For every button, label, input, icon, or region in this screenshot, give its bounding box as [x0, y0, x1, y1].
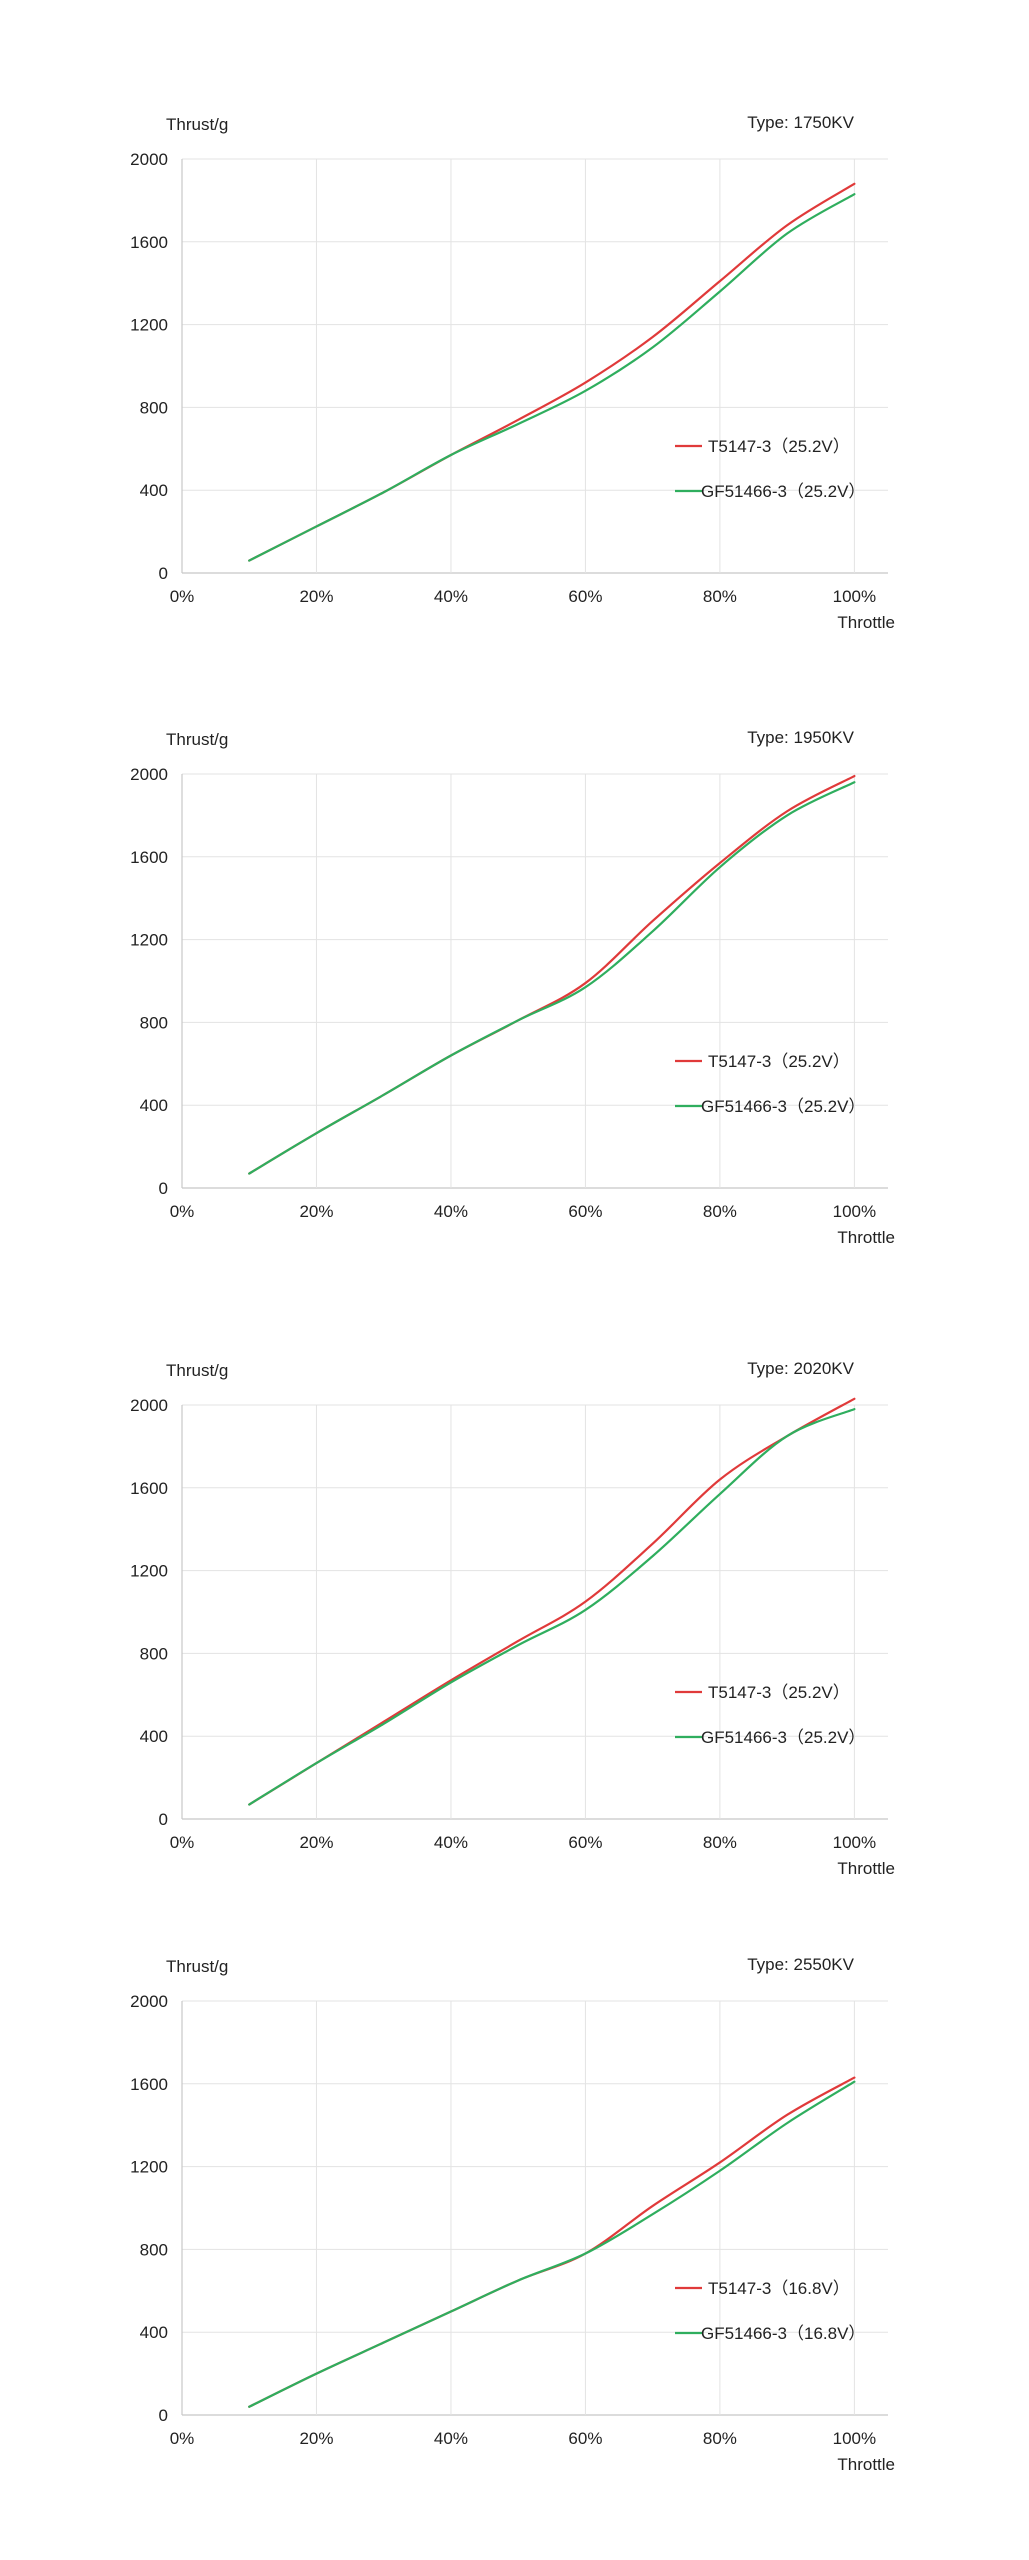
y-axis-title: Thrust/g [166, 730, 228, 749]
x-tick-label: 100% [833, 2429, 876, 2448]
x-tick-label: 40% [434, 2429, 468, 2448]
x-tick-label: 40% [434, 587, 468, 606]
y-tick-label: 800 [140, 1644, 168, 1663]
legend-label-1: T5147-3（25.2V） [708, 1683, 850, 1702]
y-tick-label: 1200 [130, 316, 168, 335]
y-tick-label: 2000 [130, 1992, 168, 2011]
x-axis-title: Throttle [837, 2455, 895, 2472]
series-line-2 [248, 1408, 856, 1806]
y-tick-label: 0 [159, 564, 168, 583]
series-line-2 [248, 781, 856, 1175]
y-axis-title: Thrust/g [166, 1361, 228, 1380]
y-tick-label: 1600 [130, 848, 168, 867]
y-tick-label: 800 [140, 398, 168, 417]
x-tick-label: 60% [568, 2429, 602, 2448]
y-tick-label: 800 [140, 2240, 168, 2259]
y-tick-label: 1600 [130, 2075, 168, 2094]
x-axis-title: Throttle [837, 1228, 895, 1245]
legend-label-2: GF51466-3（25.2V） [701, 1097, 865, 1116]
x-tick-label: 40% [434, 1833, 468, 1852]
y-tick-label: 2000 [130, 765, 168, 784]
chart-title: Type: 2550KV [747, 1955, 854, 1974]
x-tick-label: 80% [703, 587, 737, 606]
thrust-chart-3: 0 400 800 1200 1600 2000 0% 20% 40% 60% 80% 100% Thr… [130, 1359, 895, 1876]
x-tick-label: 60% [568, 587, 602, 606]
y-tick-label: 2000 [130, 1396, 168, 1415]
x-tick-label: 0% [170, 587, 195, 606]
legend-label-1: T5147-3（25.2V） [708, 1052, 850, 1071]
x-tick-label: 100% [833, 587, 876, 606]
y-tick-label: 1200 [130, 1562, 168, 1581]
series-line-2 [248, 193, 856, 562]
x-tick-label: 60% [568, 1202, 602, 1221]
x-tick-label: 0% [170, 1202, 195, 1221]
thrust-chart-2: 0 400 800 1200 1600 2000 0% 20% 40% 60% 80% 100% Thr… [130, 728, 895, 1245]
x-tick-label: 60% [568, 1833, 602, 1852]
thrust-chart-1: 0 400 800 1200 1600 2000 0% 20% 40% 60% 80% 100% Thr… [130, 113, 895, 630]
legend-label-2: GF51466-3（25.2V） [701, 1728, 865, 1747]
x-tick-label: 0% [170, 2429, 195, 2448]
x-tick-label: 100% [833, 1833, 876, 1852]
x-axis-title: Throttle [837, 613, 895, 630]
y-tick-label: 400 [140, 2323, 168, 2342]
x-tick-label: 80% [703, 1202, 737, 1221]
x-tick-label: 80% [703, 1833, 737, 1852]
series-line-1 [248, 2076, 856, 2408]
x-tick-label: 0% [170, 1833, 195, 1852]
y-axis-title: Thrust/g [166, 1957, 228, 1976]
x-tick-label: 20% [299, 2429, 333, 2448]
series-line-1 [248, 182, 856, 562]
y-tick-label: 1600 [130, 233, 168, 252]
chart-title: Type: 1750KV [747, 113, 854, 132]
y-tick-label: 800 [140, 1013, 168, 1032]
x-tick-label: 40% [434, 1202, 468, 1221]
x-tick-label: 20% [299, 1833, 333, 1852]
x-tick-label: 80% [703, 2429, 737, 2448]
y-tick-label: 400 [140, 1096, 168, 1115]
legend-label-2: GF51466-3（25.2V） [701, 482, 865, 501]
y-tick-label: 400 [140, 1727, 168, 1746]
y-tick-label: 1200 [130, 931, 168, 950]
legend-label-1: T5147-3（16.8V） [708, 2279, 850, 2298]
y-tick-label: 0 [159, 1810, 168, 1829]
legend-label-2: GF51466-3（16.8V） [701, 2324, 865, 2343]
x-tick-label: 20% [299, 587, 333, 606]
series-line-2 [248, 2080, 856, 2408]
y-tick-label: 0 [159, 1179, 168, 1198]
y-tick-label: 0 [159, 2406, 168, 2425]
y-tick-label: 1200 [130, 2158, 168, 2177]
chart-title: Type: 2020KV [747, 1359, 854, 1378]
chart-title: Type: 1950KV [747, 728, 854, 747]
y-tick-label: 400 [140, 481, 168, 500]
thrust-chart-4: 0 400 800 1200 1600 2000 0% 20% 40% 60% 80% 100% Thr… [130, 1955, 895, 2472]
y-tick-label: 1600 [130, 1479, 168, 1498]
x-tick-label: 20% [299, 1202, 333, 1221]
legend-label-1: T5147-3（25.2V） [708, 437, 850, 456]
y-axis-title: Thrust/g [166, 115, 228, 134]
x-axis-title: Throttle [837, 1859, 895, 1876]
x-tick-label: 100% [833, 1202, 876, 1221]
y-tick-label: 2000 [130, 150, 168, 169]
